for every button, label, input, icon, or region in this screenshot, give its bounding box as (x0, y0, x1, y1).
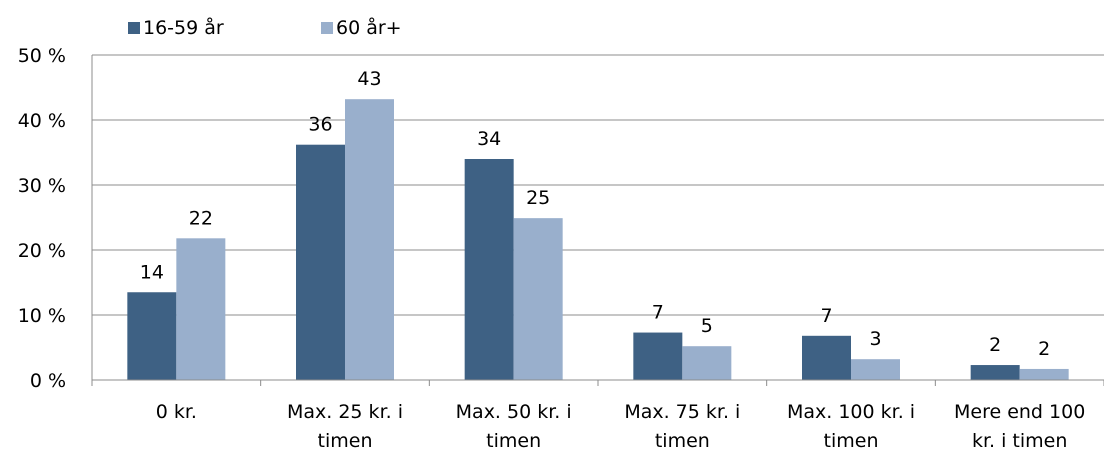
bar-series-2 (851, 359, 900, 380)
legend-label: 60 år+ (336, 16, 402, 39)
bar-series-1 (127, 292, 177, 380)
x-axis: 0 kr. Max. 25 kr. i timen Max. 50 kr. i time… (91, 379, 1104, 452)
x-category-label: Max. 25 kr. i (287, 401, 403, 423)
y-tick-label: 50 % (18, 45, 66, 67)
data-label: 7 (652, 302, 664, 324)
bar-series-2 (1019, 368, 1069, 380)
y-tick-label: 0 % (30, 370, 66, 392)
x-category-label: Max. 75 kr. i (624, 401, 740, 423)
x-category-label: Mere end 100 (954, 401, 1085, 423)
bar-series-2 (345, 99, 394, 380)
y-tick-label: 40 % (18, 110, 66, 132)
legend: 16-59 år 60 år+ (128, 16, 402, 39)
y-tick-label: 30 % (18, 175, 66, 197)
bar-series-2 (682, 346, 732, 380)
data-label: 2 (1038, 338, 1050, 360)
data-label: 2 (989, 334, 1001, 356)
data-label: 14 (140, 261, 164, 283)
data-label: 5 (701, 315, 713, 337)
legend-swatch (128, 22, 140, 34)
x-category-label: kr. i timen (972, 430, 1067, 452)
legend-swatch (321, 22, 333, 34)
data-label: 3 (869, 328, 881, 350)
gridlines (92, 54, 1104, 316)
x-category-label: timen (824, 430, 879, 452)
bar-series-1 (296, 144, 345, 380)
bar-series-1 (970, 365, 1020, 380)
x-category-label: 0 kr. (156, 401, 197, 423)
x-category-label: timen (655, 430, 710, 452)
bar-series-2 (513, 218, 563, 380)
x-category-label: timen (486, 430, 541, 452)
data-label: 43 (357, 68, 381, 90)
data-label: 22 (189, 207, 213, 229)
x-category-label: Max. 50 kr. i (456, 401, 572, 423)
bar-series-1 (802, 335, 851, 380)
x-category-label: Max. 100 kr. i (787, 401, 915, 423)
x-category-label: timen (318, 430, 373, 452)
bar-series-2 (176, 238, 226, 380)
bar-series-1 (464, 159, 514, 380)
legend-label: 16-59 år (143, 16, 224, 39)
y-tick-label: 10 % (18, 305, 66, 327)
y-axis: 0 % 10 % 20 % 30 % 40 % 50 % (18, 45, 93, 392)
bar-series-1 (633, 332, 683, 380)
data-label: 7 (820, 305, 832, 327)
data-label: 25 (526, 187, 550, 209)
data-label: 36 (308, 114, 332, 136)
bars (127, 99, 1069, 380)
y-tick-label: 20 % (18, 240, 66, 262)
data-label: 34 (477, 128, 501, 150)
